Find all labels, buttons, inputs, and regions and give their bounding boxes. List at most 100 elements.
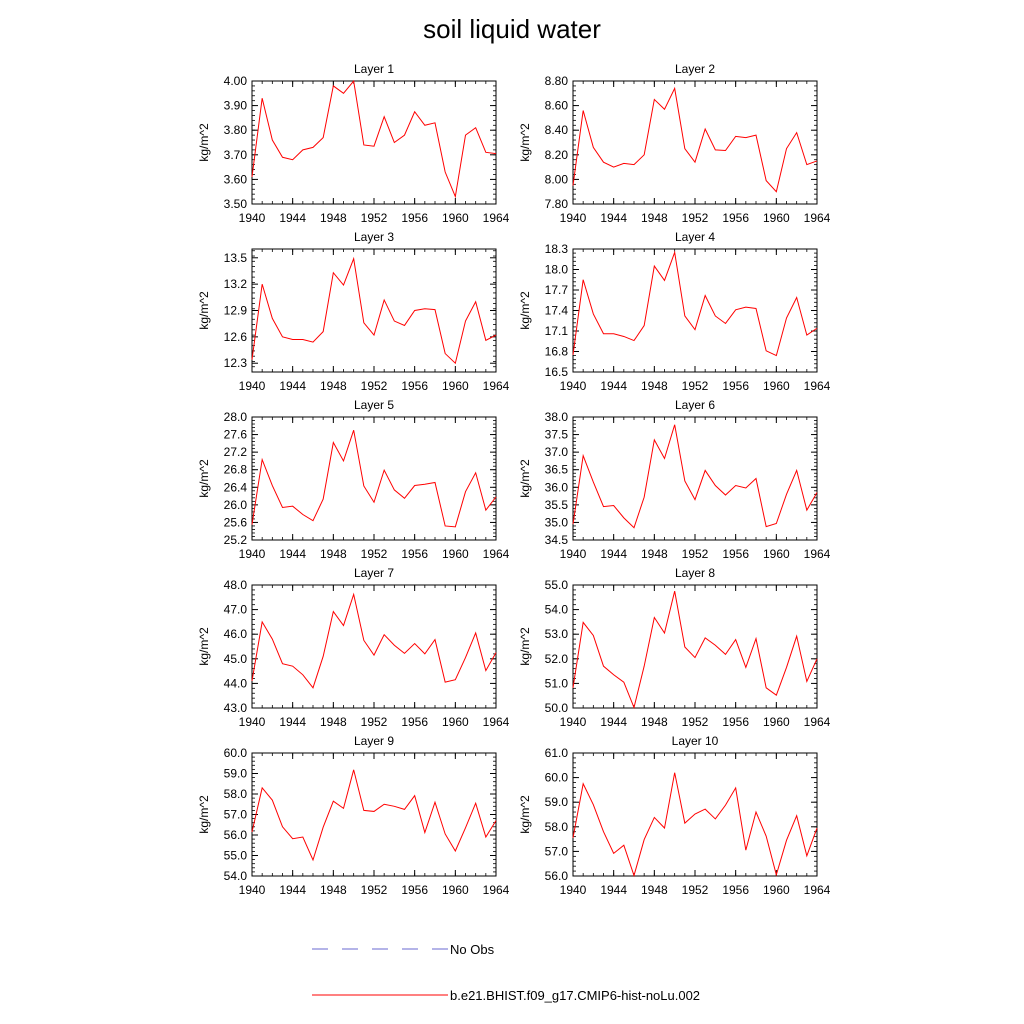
y-tick-label: 56.0	[224, 828, 248, 842]
panel-layer-5: 1940 1944 1948 1952 1956 1960 1964 25.2 25.6 26.0…	[197, 398, 510, 561]
series-line	[572, 250, 818, 357]
y-tick-label: 37.5	[545, 428, 569, 442]
series-line	[251, 592, 497, 689]
y-tick-label: 3.90	[224, 99, 248, 113]
x-tick-label: 1956	[722, 715, 749, 729]
y-tick-label: 3.70	[224, 148, 248, 162]
y-tick-label: 13.5	[224, 251, 248, 265]
x-tick-label: 1952	[361, 883, 388, 897]
y-tick-label: 55.0	[545, 578, 569, 592]
panel-title: Layer 10	[672, 734, 719, 748]
y-axis-label: kg/m^2	[197, 123, 211, 162]
panel-title: Layer 9	[354, 734, 394, 748]
x-tick-label: 1964	[483, 547, 510, 561]
y-tick-label: 26.4	[224, 480, 248, 494]
x-tick-label: 1940	[560, 715, 587, 729]
y-tick-label: 3.60	[224, 172, 248, 186]
x-tick-label: 1944	[279, 379, 306, 393]
x-tick-label: 1944	[600, 883, 627, 897]
x-tick-label: 1944	[600, 715, 627, 729]
y-axis-label: kg/m^2	[518, 291, 532, 330]
y-tick-label: 12.3	[224, 356, 248, 370]
y-tick-label: 7.80	[545, 197, 569, 211]
y-tick-label: 48.0	[224, 578, 248, 592]
x-tick-label: 1960	[442, 379, 469, 393]
x-tick-label: 1956	[722, 379, 749, 393]
x-tick-label: 1940	[560, 211, 587, 225]
y-tick-label: 8.60	[545, 99, 569, 113]
y-tick-label: 12.9	[224, 304, 248, 318]
series-line	[251, 769, 497, 862]
x-tick-label: 1940	[239, 883, 266, 897]
y-tick-label: 58.0	[224, 787, 248, 801]
y-tick-label: 51.0	[545, 676, 569, 690]
plot-frame	[572, 416, 818, 541]
y-tick-label: 25.2	[224, 533, 248, 547]
x-tick-label: 1944	[279, 211, 306, 225]
y-tick-label: 26.0	[224, 498, 248, 512]
y-tick-label: 58.0	[545, 820, 569, 834]
series-line	[251, 430, 497, 528]
x-tick-label: 1940	[239, 715, 266, 729]
x-tick-label: 1944	[279, 547, 306, 561]
x-tick-label: 1940	[560, 883, 587, 897]
y-tick-label: 44.0	[224, 676, 248, 690]
x-tick-label: 1964	[483, 379, 510, 393]
legend-obs-swatch	[312, 948, 448, 950]
y-tick-label: 12.6	[224, 330, 248, 344]
x-tick-label: 1956	[401, 883, 428, 897]
y-tick-label: 38.0	[545, 410, 569, 424]
x-tick-label: 1956	[722, 883, 749, 897]
x-tick-label: 1944	[279, 715, 306, 729]
series-line	[572, 424, 818, 529]
y-tick-label: 3.50	[224, 197, 248, 211]
legend-model-label: b.e21.BHIST.f09_g17.CMIP6-hist-noLu.002	[450, 988, 701, 1003]
panel-layer-2: 1940 1944 1948 1952 1956 1960 1964 7.80 8.00 8.20…	[518, 62, 831, 225]
x-tick-label: 1940	[560, 379, 587, 393]
y-tick-label: 18.3	[545, 242, 569, 256]
panel-title: Layer 8	[675, 566, 715, 580]
x-tick-label: 1964	[804, 883, 831, 897]
y-tick-label: 8.40	[545, 123, 569, 137]
x-tick-label: 1940	[239, 547, 266, 561]
y-tick-label: 50.0	[545, 701, 569, 715]
panel-title: Layer 1	[354, 62, 394, 76]
y-tick-label: 52.0	[545, 652, 569, 666]
y-tick-label: 37.0	[545, 445, 569, 459]
plot-frame	[251, 752, 497, 877]
y-tick-label: 60.0	[224, 746, 248, 760]
y-tick-label: 16.5	[545, 365, 569, 379]
x-tick-label: 1964	[483, 883, 510, 897]
x-tick-label: 1960	[763, 715, 790, 729]
x-tick-label: 1940	[560, 547, 587, 561]
x-tick-label: 1952	[682, 211, 709, 225]
panel-layer-6: 1940 1944 1948 1952 1956 1960 1964 34.5 35.0 35.5…	[518, 398, 831, 561]
y-tick-label: 57.0	[224, 808, 248, 822]
panel-title: Layer 3	[354, 230, 394, 244]
x-tick-label: 1964	[804, 547, 831, 561]
x-tick-label: 1944	[600, 547, 627, 561]
y-axis-label: kg/m^2	[197, 795, 211, 834]
plot-frame	[572, 248, 818, 373]
y-tick-label: 59.0	[224, 767, 248, 781]
x-tick-label: 1948	[320, 547, 347, 561]
y-tick-label: 59.0	[545, 795, 569, 809]
x-tick-label: 1960	[763, 211, 790, 225]
x-tick-label: 1956	[401, 547, 428, 561]
x-tick-label: 1960	[442, 883, 469, 897]
y-tick-label: 35.5	[545, 498, 569, 512]
y-tick-label: 36.5	[545, 463, 569, 477]
x-tick-label: 1964	[483, 211, 510, 225]
y-axis-label: kg/m^2	[197, 459, 211, 498]
x-tick-label: 1960	[763, 547, 790, 561]
x-tick-label: 1948	[320, 211, 347, 225]
y-tick-label: 16.8	[545, 345, 569, 359]
series-line	[572, 772, 818, 878]
plot-frame	[251, 80, 497, 205]
x-tick-label: 1956	[401, 715, 428, 729]
x-tick-label: 1944	[279, 883, 306, 897]
x-tick-label: 1948	[641, 883, 668, 897]
x-tick-label: 1952	[682, 715, 709, 729]
